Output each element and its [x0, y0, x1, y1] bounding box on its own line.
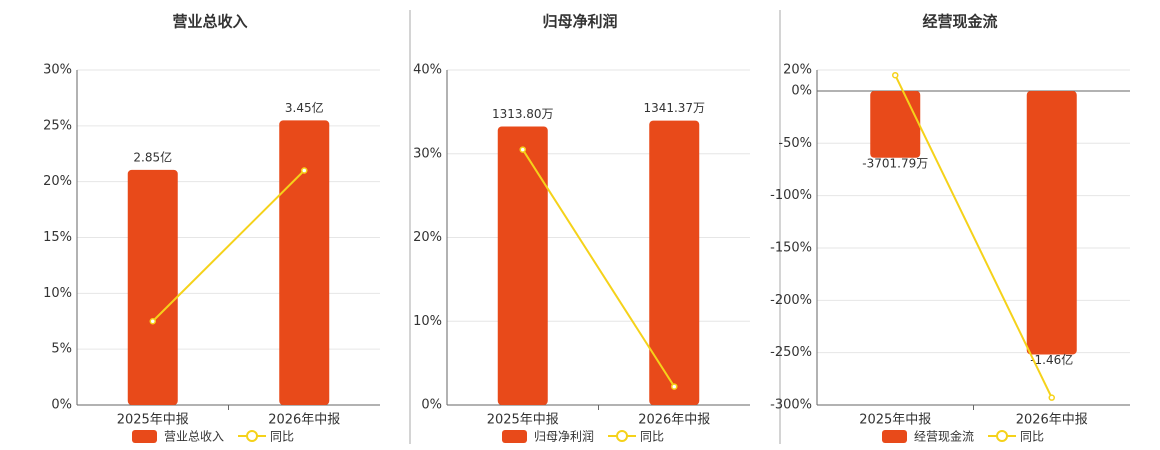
y-tick-label: 0%: [421, 398, 442, 413]
y-tick-label: -200%: [770, 293, 812, 308]
y-tick-label: 20%: [783, 63, 812, 78]
data-label: 1341.37万: [643, 101, 705, 115]
x-tick-label: 2025年中报: [859, 413, 931, 428]
bar: [870, 90, 921, 158]
y-tick-label: 0%: [51, 398, 72, 413]
legend-marker: [996, 430, 1009, 442]
legend-swatch: [132, 430, 157, 443]
legend-swatch: [502, 430, 527, 443]
y-tick-label: 30%: [43, 63, 72, 78]
legend-marker: [246, 430, 259, 442]
y-tick-label: 25%: [43, 118, 72, 133]
y-tick-label: 15%: [43, 230, 72, 245]
point: [892, 71, 899, 79]
legend-label: 同比: [270, 430, 294, 444]
y-tick-label: 20%: [43, 174, 72, 189]
legend-swatch: [882, 430, 907, 443]
data-label: 2.85亿: [133, 149, 172, 164]
bar: [497, 126, 548, 406]
bar: [127, 169, 178, 405]
chart-title: 营业总收入: [172, 13, 247, 31]
point: [1048, 394, 1055, 401]
point: [149, 318, 156, 325]
legend-marker: [616, 430, 629, 442]
y-tick-label: -50%: [778, 136, 812, 151]
y-tick-label: -150%: [770, 240, 812, 255]
x-tick-label: 2025年中报: [487, 413, 559, 428]
bar: [649, 120, 700, 405]
legend-label: 同比: [1020, 430, 1044, 444]
bar: [1026, 90, 1077, 355]
legend-label: 归母净利润: [534, 430, 594, 444]
point: [301, 167, 308, 174]
x-tick-label: 2026年中报: [638, 413, 710, 428]
y-tick-label: 30%: [413, 146, 442, 161]
legend-label: 同比: [640, 430, 664, 444]
chart-title: 经营现金流: [922, 13, 997, 31]
bar: [279, 120, 330, 405]
legend-label: 经营现金流: [914, 429, 974, 444]
line: [521, 149, 676, 388]
y-tick-label: -250%: [770, 345, 812, 360]
data-label: -1.46亿: [1030, 352, 1073, 367]
line: [894, 74, 1053, 399]
x-tick-label: 2026年中报: [1016, 413, 1088, 428]
data-label: 1313.80万: [492, 107, 554, 121]
chart-title: 归母净利润: [542, 13, 617, 31]
y-tick-label: 10%: [43, 286, 72, 301]
y-tick-label: 10%: [413, 314, 442, 329]
point: [519, 146, 526, 153]
legend-label: 营业总收入: [164, 430, 224, 444]
y-tick-label: 20%: [413, 230, 442, 245]
data-label: 3.45亿: [285, 100, 324, 115]
y-tick-label: 0%: [791, 83, 812, 98]
data-label: -3701.79万: [862, 156, 928, 170]
y-tick-label: 5%: [51, 342, 72, 357]
line: [152, 169, 305, 322]
x-tick-label: 2025年中报: [117, 413, 189, 428]
point: [671, 383, 678, 390]
x-tick-label: 2026年中报: [268, 413, 340, 428]
y-tick-label: 40%: [413, 63, 442, 78]
y-tick-label: -300%: [770, 398, 812, 413]
y-tick-label: -100%: [770, 188, 812, 203]
